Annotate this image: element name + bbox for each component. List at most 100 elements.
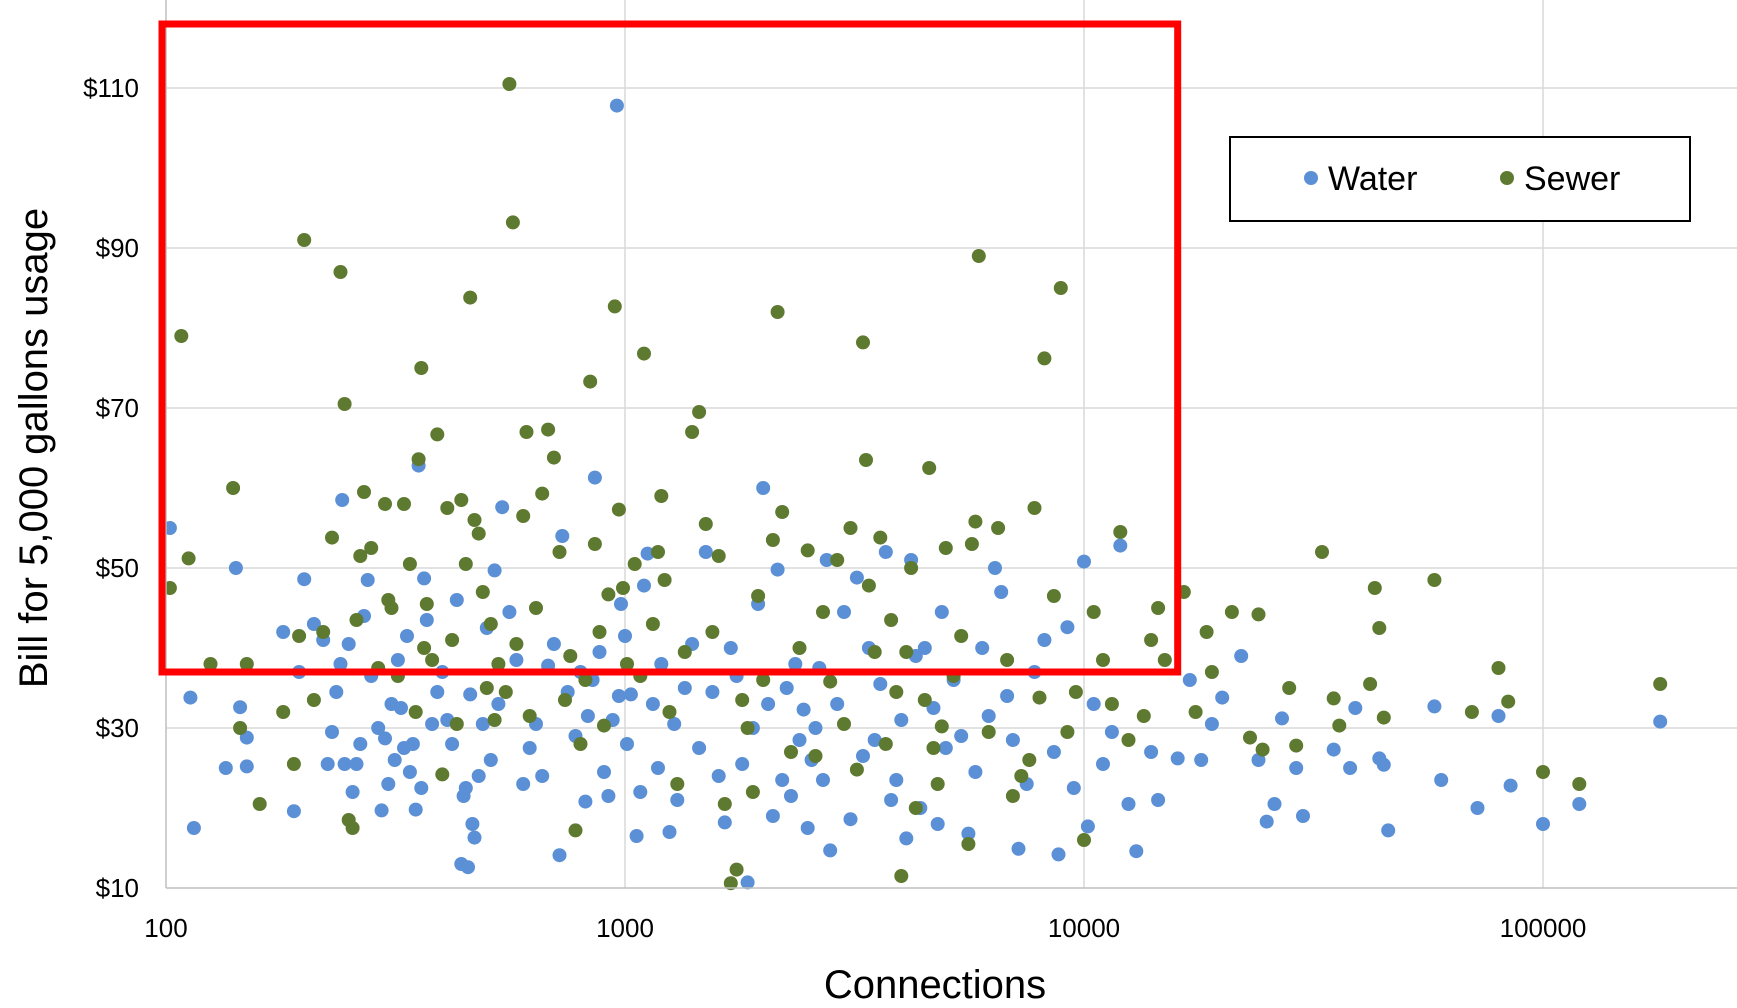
point-sewer: [981, 725, 996, 739]
point-water: [735, 757, 750, 771]
point-sewer: [337, 397, 352, 411]
point-water: [555, 529, 570, 543]
point-water: [1170, 751, 1185, 766]
point-water: [856, 749, 870, 763]
point-sewer: [1027, 501, 1042, 515]
point-water: [1051, 847, 1066, 862]
point-sewer: [784, 745, 798, 759]
point-sewer: [1086, 605, 1101, 619]
point-sewer: [662, 705, 677, 719]
point-sewer: [861, 578, 876, 593]
point-water: [381, 777, 396, 791]
point-water: [1348, 701, 1363, 715]
point-sewer: [1077, 833, 1091, 847]
point-sewer: [607, 299, 622, 314]
point-sewer: [1376, 710, 1391, 725]
point-sewer: [823, 674, 838, 689]
point-water: [894, 713, 909, 727]
point-water: [417, 571, 432, 586]
point-sewer: [1536, 765, 1550, 779]
point-sewer: [968, 514, 983, 529]
point-sewer: [1014, 769, 1029, 783]
point-sewer: [402, 557, 417, 571]
point-water: [1289, 761, 1304, 775]
point-sewer: [505, 215, 520, 230]
point-water: [522, 741, 537, 755]
point-water: [654, 657, 669, 671]
point-sewer: [597, 718, 611, 733]
point-sewer: [611, 502, 626, 517]
point-sewer: [552, 545, 567, 559]
point-water: [849, 570, 864, 585]
point-sewer: [349, 613, 364, 627]
point-water: [1572, 797, 1587, 811]
point-water: [1060, 620, 1075, 635]
point-water: [830, 697, 845, 711]
point-sewer: [717, 797, 732, 811]
point-water: [1267, 797, 1282, 811]
point-water: [823, 843, 838, 858]
point-sewer: [1289, 738, 1304, 753]
point-sewer: [808, 749, 823, 763]
point-sewer: [894, 869, 909, 883]
point-water: [994, 585, 1009, 599]
point-water: [1000, 689, 1015, 703]
legend-marker-sewer: [1500, 171, 1514, 185]
point-sewer: [1104, 697, 1119, 711]
point-water: [1046, 745, 1061, 759]
point-sewer: [1032, 690, 1047, 705]
point-sewer: [181, 551, 196, 566]
point-water: [405, 737, 420, 751]
point-sewer: [1464, 705, 1479, 719]
point-water: [371, 721, 386, 735]
point-sewer: [917, 693, 932, 707]
y-tick-label: $70: [96, 393, 139, 423]
point-sewer: [1053, 281, 1068, 295]
point-sewer: [1204, 665, 1219, 679]
point-sewer: [1367, 581, 1382, 595]
y-tick-label: $50: [96, 553, 139, 583]
point-sewer: [991, 521, 1006, 535]
point-sewer: [203, 657, 218, 671]
point-water: [1096, 757, 1110, 771]
point-water: [623, 687, 638, 702]
point-sewer: [723, 876, 738, 891]
point-water: [419, 613, 434, 627]
x-tick-label: 100000: [1500, 913, 1587, 943]
point-sewer: [930, 777, 945, 791]
point-water: [387, 753, 402, 767]
point-sewer: [1144, 633, 1159, 647]
point-sewer: [1282, 681, 1297, 695]
point-sewer: [384, 601, 399, 615]
point-sewer: [226, 481, 241, 495]
point-sewer: [698, 517, 713, 531]
point-sewer: [1427, 573, 1442, 587]
point-sewer: [816, 605, 830, 619]
point-water: [930, 817, 945, 831]
point-water: [374, 803, 389, 818]
point-sewer: [964, 537, 979, 551]
point-sewer: [471, 526, 486, 541]
point-sewer: [463, 290, 478, 305]
point-water: [1005, 733, 1020, 747]
point-water: [1503, 778, 1518, 793]
point-sewer: [1096, 653, 1110, 667]
point-sewer: [751, 589, 766, 603]
point-water: [1194, 753, 1209, 767]
point-sewer: [454, 493, 469, 507]
point-water: [276, 625, 291, 639]
point-water: [867, 733, 882, 747]
point-sewer: [961, 837, 976, 851]
point-sewer: [922, 461, 937, 475]
point-water: [633, 785, 648, 799]
point-water: [1080, 819, 1095, 834]
point-water: [917, 641, 932, 655]
point-sewer: [1315, 545, 1329, 559]
point-sewer: [889, 685, 904, 699]
point-sewer: [408, 705, 423, 719]
point-water: [816, 773, 830, 787]
data-points: [162, 77, 1668, 891]
highlight-box: [158, 20, 1182, 676]
point-sewer: [627, 557, 642, 571]
point-water: [756, 481, 771, 495]
